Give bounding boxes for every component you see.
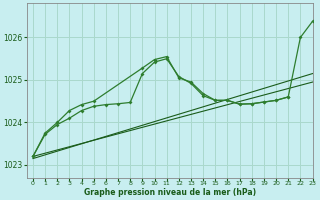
X-axis label: Graphe pression niveau de la mer (hPa): Graphe pression niveau de la mer (hPa) xyxy=(84,188,256,197)
